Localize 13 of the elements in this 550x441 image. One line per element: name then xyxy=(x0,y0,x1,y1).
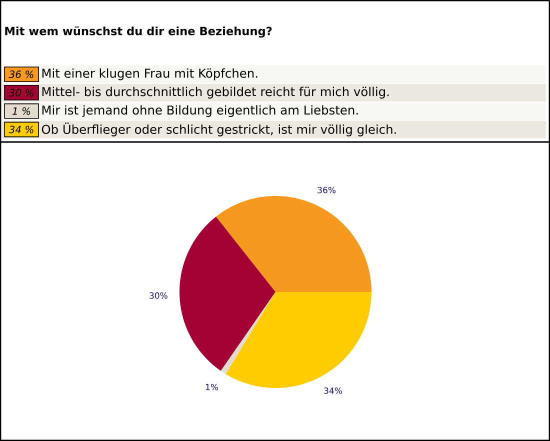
data-label: 34% xyxy=(324,387,342,394)
legend-label: Mir ist jemand ohne Bildung eigentlich am Liebsten. xyxy=(42,105,358,117)
text: 36 % xyxy=(8,70,34,78)
data-label: 1% xyxy=(206,384,218,390)
text: 1 % xyxy=(12,107,30,115)
legend-label: Mit einer klugen Frau mit Köpfchen. xyxy=(42,68,258,80)
legend-label: Ob Überflieger oder schlicht gestrickt, ist mir völlig gleich. xyxy=(42,122,396,136)
data-label: 30% xyxy=(150,292,168,299)
data-label: 36% xyxy=(318,186,336,194)
chart-title: Mit wem wünschst du dir eine Beziehung? xyxy=(5,26,272,38)
text: 30 % xyxy=(8,88,34,96)
text: 34 % xyxy=(8,126,34,134)
legend-label: Mittel- bis durchschnittlich gebildet reicht für mich völlig. xyxy=(42,86,389,99)
